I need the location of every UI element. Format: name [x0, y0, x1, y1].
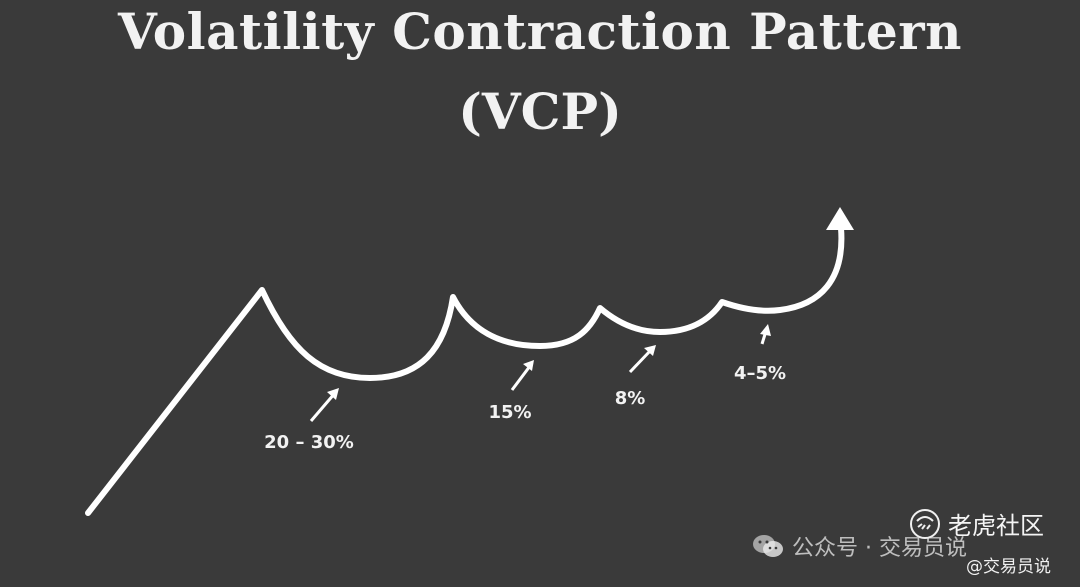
contraction-arrow-4 — [760, 324, 771, 345]
diagram-title: Volatility Contraction Pattern — [118, 2, 962, 61]
brand-watermark: 老虎社区 — [908, 506, 1044, 541]
up-arrow-icon — [826, 207, 854, 230]
tiger-community-icon — [910, 508, 940, 539]
contraction-arrow-1 — [309, 388, 339, 422]
wechat-icon — [753, 535, 783, 557]
account-watermark: 公众号 · 交易员说 — [752, 530, 967, 562]
contraction-label-2: 15% — [488, 402, 531, 423]
brand-label: 老虎社区 — [948, 512, 1044, 540]
handle-watermark: @交易员说 — [966, 557, 1051, 577]
contraction-label-3: 8% — [615, 388, 646, 409]
contraction-arrow-3 — [628, 345, 656, 374]
price-path — [85, 225, 845, 516]
account-label: 公众号 · 交易员说 — [792, 536, 967, 561]
contraction-label-1: 20 – 30% — [264, 432, 354, 453]
contraction-label-4: 4–5% — [734, 363, 786, 384]
diagram-subtitle: (VCP) — [458, 82, 622, 141]
contraction-arrow-2 — [510, 360, 534, 391]
